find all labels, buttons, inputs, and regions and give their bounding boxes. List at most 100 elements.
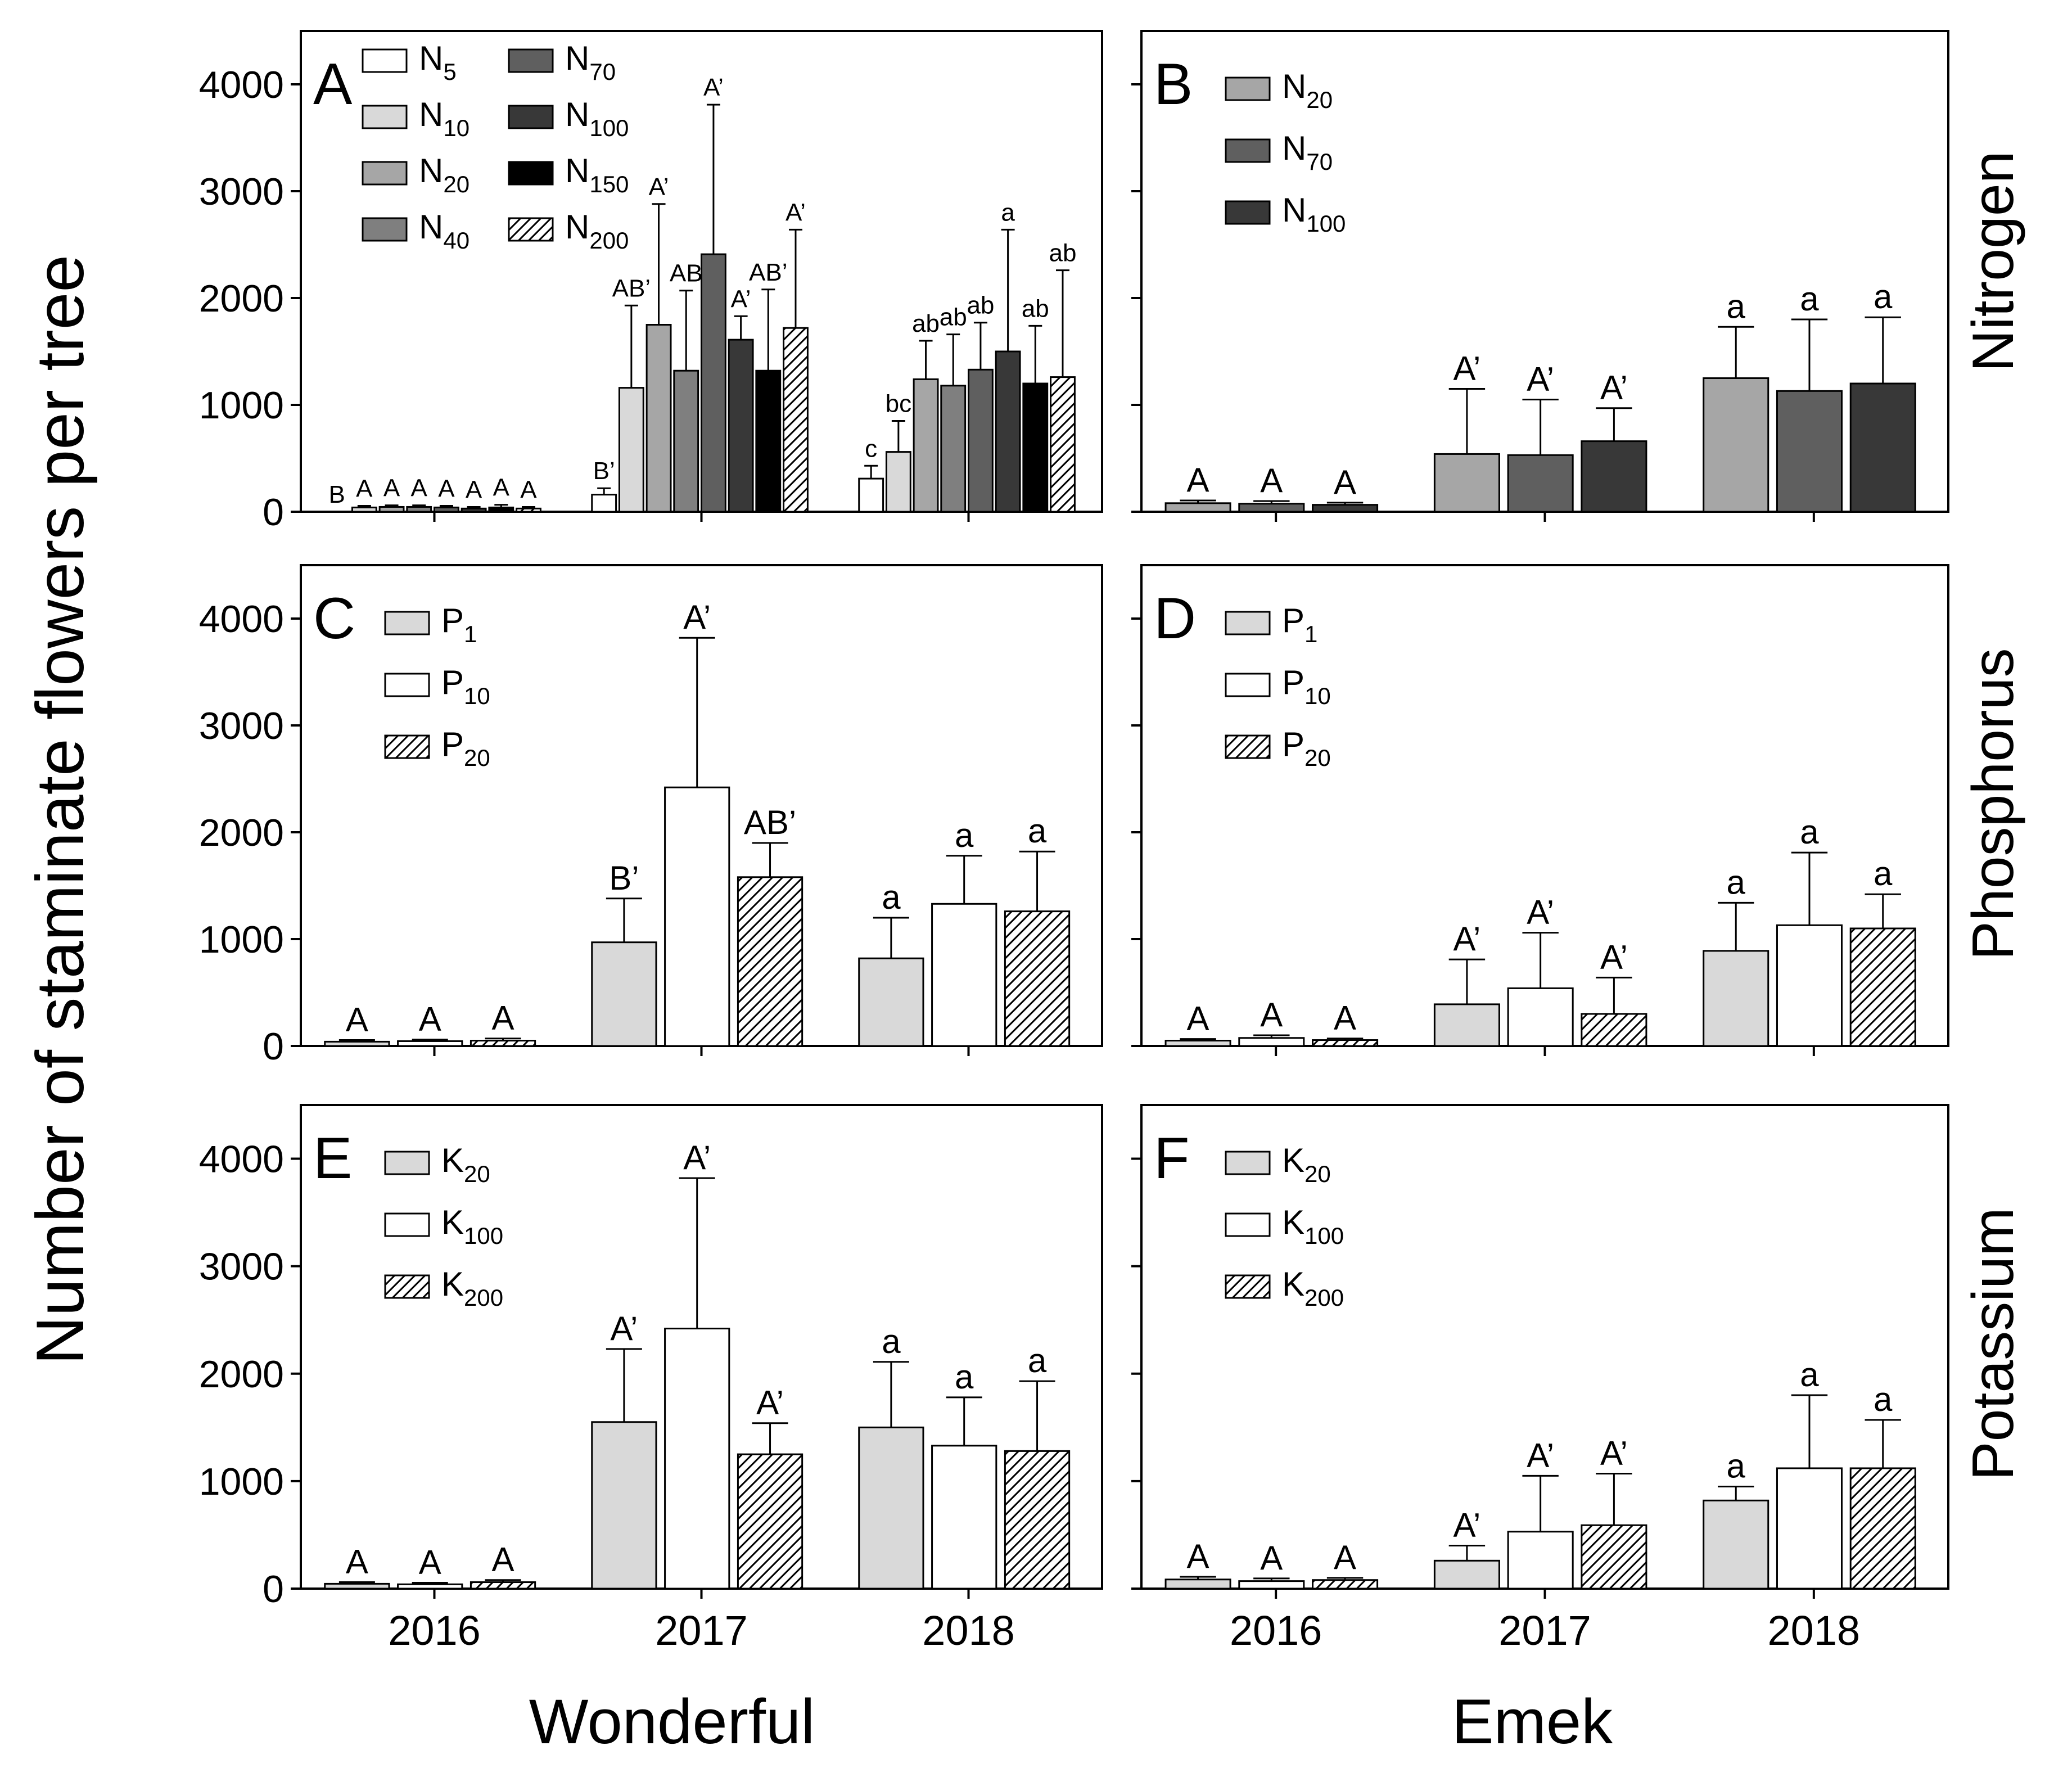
- bar: [1581, 1013, 1647, 1047]
- y-tick-label: 1000: [199, 918, 284, 961]
- bar: [1164, 1578, 1231, 1590]
- legend-label: K100: [441, 1203, 503, 1249]
- significance-letter: A’: [703, 74, 724, 101]
- bar: [461, 507, 487, 513]
- legend-swatch: [384, 1274, 430, 1299]
- bar: [913, 378, 939, 513]
- significance-letter: A’: [1453, 1507, 1480, 1544]
- y-tick-label: 1000: [199, 1460, 284, 1503]
- bar: [1776, 1467, 1843, 1590]
- panel-letter: E: [313, 1126, 352, 1191]
- significance-letter: a: [955, 817, 974, 854]
- bar: [1849, 927, 1916, 1047]
- significance-letter: a: [1727, 287, 1746, 325]
- bar: [645, 324, 672, 513]
- significance-letter: A: [492, 999, 514, 1037]
- significance-letter: B’: [593, 457, 615, 485]
- legend-label: N20: [419, 152, 470, 197]
- bar: [618, 387, 644, 513]
- significance-letter: A: [1334, 463, 1356, 501]
- legend-label: K200: [441, 1265, 503, 1311]
- significance-letter: ab: [967, 292, 994, 319]
- significance-letter: A’: [1527, 1436, 1554, 1474]
- bar: [1164, 1040, 1231, 1047]
- bar: [858, 477, 884, 513]
- y-tick-label: 0: [263, 491, 284, 534]
- legend-swatch: [1225, 673, 1271, 697]
- significance-letter: A: [493, 474, 510, 502]
- bar: [701, 253, 726, 513]
- y-tick-label: 0: [263, 1025, 284, 1068]
- legend-swatch: [508, 105, 554, 129]
- bar: [885, 451, 911, 513]
- bar: [737, 1453, 803, 1590]
- significance-letter: ab: [912, 310, 940, 337]
- legend-label: N5: [419, 39, 457, 85]
- legend-label: N40: [419, 208, 470, 254]
- bar: [406, 506, 432, 513]
- significance-letter: a: [1874, 278, 1893, 315]
- legend-swatch: [1225, 611, 1271, 635]
- significance-letter: ab: [1049, 240, 1077, 267]
- bar: [1433, 1003, 1500, 1047]
- significance-letter: a: [1800, 813, 1819, 851]
- legend-label: N70: [565, 39, 616, 85]
- bar: [968, 368, 994, 513]
- bar: [1776, 924, 1843, 1047]
- significance-letter: a: [1874, 1381, 1893, 1418]
- significance-letter: a: [1001, 199, 1015, 226]
- legend-swatch: [1225, 200, 1271, 225]
- significance-letter: A’: [1600, 1435, 1628, 1472]
- significance-letter: A: [438, 475, 455, 503]
- bar: [1703, 377, 1769, 513]
- legend-label: P20: [441, 725, 490, 771]
- legend-swatch: [384, 673, 430, 697]
- significance-letter: A: [1334, 1539, 1356, 1576]
- significance-letter: A: [1187, 461, 1209, 499]
- significance-letter: A’: [610, 1310, 638, 1347]
- legend-swatch: [1225, 1151, 1271, 1175]
- significance-letter: A: [1260, 1539, 1283, 1577]
- bar: [397, 1583, 463, 1590]
- significance-letter: ab: [1022, 295, 1049, 322]
- y-tick-label: 3000: [199, 705, 284, 747]
- significance-letter: A’: [1527, 360, 1554, 398]
- bar: [1050, 376, 1076, 513]
- bar: [434, 506, 459, 513]
- legend-swatch: [1225, 734, 1271, 759]
- panel-letter: D: [1154, 586, 1196, 651]
- y-tick-label: 2000: [199, 811, 284, 854]
- significance-letter: A: [346, 1543, 368, 1581]
- bar: [1312, 1579, 1379, 1590]
- significance-letter: a: [1028, 1342, 1047, 1379]
- legend-label: P1: [1282, 602, 1317, 647]
- bar: [324, 1040, 390, 1047]
- significance-letter: A’: [683, 598, 711, 636]
- significance-letter: A’: [649, 173, 669, 201]
- bar: [737, 876, 803, 1047]
- bar: [940, 385, 967, 513]
- legend-label: P1: [441, 602, 477, 647]
- bar: [1164, 502, 1231, 513]
- significance-letter: A: [1260, 996, 1283, 1034]
- significance-letter: A’: [1527, 894, 1554, 931]
- significance-letter: A: [383, 475, 400, 502]
- bar: [728, 339, 754, 513]
- bar: [1238, 1037, 1305, 1047]
- x-tick-label: 2016: [1230, 1607, 1322, 1654]
- bar: [1004, 1450, 1071, 1590]
- bar: [664, 786, 730, 1047]
- bar: [1507, 454, 1574, 513]
- bar: [1312, 1039, 1379, 1047]
- legend-swatch: [384, 1212, 430, 1237]
- significance-letter: A’: [756, 1384, 784, 1422]
- legend-label: K20: [441, 1142, 490, 1187]
- bar: [1507, 987, 1574, 1047]
- legend-swatch: [362, 161, 408, 186]
- significance-letter: A’: [1453, 920, 1480, 958]
- significance-letter: A: [356, 475, 373, 503]
- bar: [397, 1040, 463, 1047]
- bar: [1507, 1531, 1574, 1590]
